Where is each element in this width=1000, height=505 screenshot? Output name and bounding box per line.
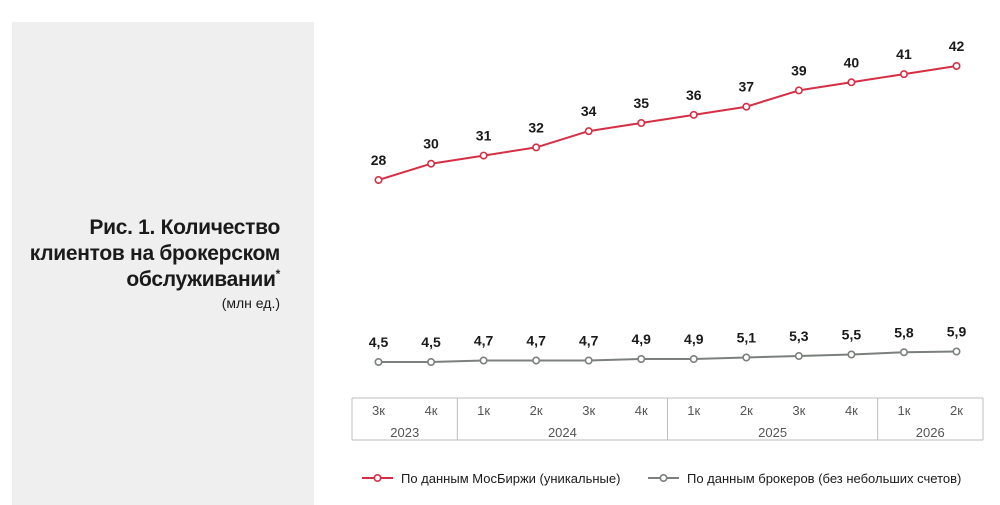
data-point: [742, 102, 751, 111]
chart-title: Рис. 1. Количество клиентов на брокерско…: [20, 215, 281, 312]
data-label: 4,9: [684, 331, 704, 347]
data-point: [794, 86, 803, 95]
series-layer: 28 30 31 32 34 35 36 37 39 40 41 42 4,5 4,5 4,7 4,7 4,7 4…: [369, 38, 967, 366]
year-tick-label: 2024: [548, 425, 577, 440]
title-line-2: клиентов на брокерском: [29, 242, 281, 265]
data-point: [899, 70, 908, 79]
data-point: [374, 357, 383, 366]
category-axis: 3к 4к 1к 2к 3к 4к 1к 2к 3к 4к 1к 2к 2023 2024 2025 2026: [351, 397, 984, 441]
legend-swatch-marker: [659, 473, 668, 482]
legend-label: По данным брокеров (без небольших счетов…: [687, 471, 961, 486]
quarter-tick-label: 2к: [530, 403, 543, 418]
data-label: 28: [371, 152, 387, 168]
quarter-tick-label: 3к: [582, 403, 595, 418]
data-label: 4,5: [369, 334, 389, 350]
data-point: [689, 354, 698, 363]
quarter-tick-label: 3к: [372, 403, 385, 418]
data-label: 5,1: [737, 330, 757, 346]
legend-swatch-marker: [373, 473, 382, 482]
legend-label: По данным МосБиржи (уникальные): [401, 471, 620, 486]
data-label: 5,9: [947, 324, 967, 340]
legend: По данным МосБиржи (уникальные) По данным…: [362, 471, 961, 486]
data-point: [847, 78, 856, 87]
title-line-3: обслуживании*: [20, 267, 280, 293]
year-tick-label: 2023: [390, 425, 419, 440]
data-point: [794, 351, 803, 360]
data-point: [427, 357, 436, 366]
title-line-1: Рис. 1. Количество: [89, 216, 280, 239]
data-label: 34: [581, 103, 597, 119]
quarter-tick-label: 3к: [792, 403, 805, 418]
data-label: 40: [844, 54, 860, 70]
data-point: [532, 143, 541, 152]
quarter-tick-label: 1к: [897, 403, 910, 418]
quarter-tick-label: 2к: [740, 403, 753, 418]
data-label: 42: [949, 38, 965, 54]
data-point: [637, 354, 646, 363]
data-point: [847, 350, 856, 359]
data-label: 39: [791, 62, 807, 78]
quarter-tick-label: 4к: [635, 403, 648, 418]
data-label: 36: [686, 87, 702, 103]
footnote-mark: *: [275, 267, 281, 281]
series-line-1: [378, 350, 957, 363]
data-point: [689, 110, 698, 119]
title-panel: Рис. 1. Количество клиентов на брокерско…: [12, 22, 314, 505]
title-line-3-text: обслуживании: [126, 268, 276, 291]
quarter-tick-label: 1к: [687, 403, 700, 418]
data-point: [427, 159, 436, 168]
data-point: [584, 127, 593, 136]
year-tick-label: 2025: [758, 425, 787, 440]
year-tick-label: 2026: [916, 425, 945, 440]
data-point: [479, 356, 488, 365]
data-label: 4,5: [421, 334, 441, 350]
data-label: 4,7: [526, 333, 546, 349]
data-point: [952, 347, 961, 356]
data-label: 4,7: [579, 333, 599, 349]
data-point: [584, 356, 593, 365]
data-label: 5,8: [894, 324, 914, 340]
data-point: [952, 61, 961, 70]
data-point: [479, 151, 488, 160]
quarter-tick-label: 4к: [425, 403, 438, 418]
data-point: [899, 348, 908, 357]
data-label: 37: [739, 79, 755, 95]
data-point: [374, 176, 383, 185]
quarter-tick-label: 1к: [477, 403, 490, 418]
data-label: 5,3: [789, 328, 809, 344]
data-label: 5,5: [842, 327, 862, 343]
data-point: [637, 119, 646, 128]
quarter-tick-label: 4к: [845, 403, 858, 418]
data-label: 31: [476, 128, 492, 144]
data-label: 35: [633, 95, 649, 111]
data-point: [532, 356, 541, 365]
data-label: 4,9: [631, 331, 651, 347]
data-label: 41: [896, 46, 912, 62]
data-point: [742, 353, 751, 362]
data-label: 30: [423, 136, 439, 152]
chart-subtitle: (млн ед.): [221, 295, 280, 311]
data-label: 4,7: [474, 333, 494, 349]
series-line-0: [378, 65, 957, 181]
quarter-tick-label: 2к: [950, 403, 963, 418]
data-label: 32: [528, 119, 544, 135]
